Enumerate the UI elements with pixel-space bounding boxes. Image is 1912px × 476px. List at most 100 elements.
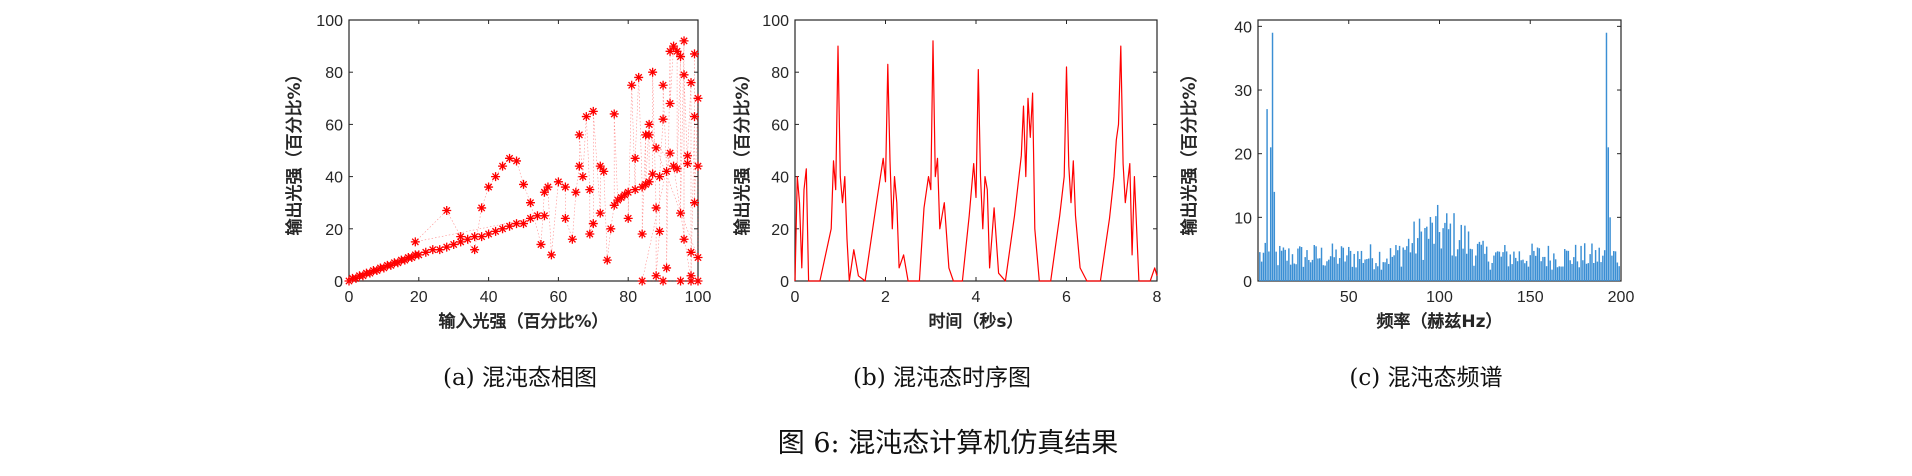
y-axis-label: 输出光强（百分比%）: [732, 65, 753, 235]
x-tick-label: 0: [345, 289, 354, 306]
y-tick-label: 10: [1234, 210, 1252, 227]
y-tick-label: 20: [771, 222, 789, 239]
spectrum-bar: [1380, 269, 1383, 281]
spectrum-bar: [1527, 266, 1530, 281]
spectrum-bar: [1585, 263, 1588, 281]
spectrum-bar: [1447, 229, 1450, 281]
spectrum-bar: [1580, 245, 1582, 281]
data-point: [428, 245, 438, 255]
spectrum-bar: [1525, 260, 1528, 281]
spectrum-bar: [1273, 191, 1276, 281]
spectrum-bar: [1587, 263, 1590, 281]
spectrum-bar: [1569, 260, 1571, 281]
spectrum-bar: [1562, 266, 1564, 281]
data-point: [414, 250, 424, 260]
data-point: [651, 143, 661, 153]
data-point: [410, 237, 420, 247]
spectrum-bar: [1598, 247, 1600, 281]
figure-caption: 图 6: 混沌态计算机仿真结果: [778, 428, 1118, 459]
spectrum-bar: [1344, 261, 1346, 281]
spectrum-bar: [1371, 258, 1374, 281]
spectrum-bar: [1542, 256, 1544, 281]
x-axis-label: 时间（秒s）: [928, 311, 1023, 332]
spectrum-bar: [1554, 259, 1557, 281]
spectrum-bar: [1449, 223, 1452, 281]
spectrum-bar: [1436, 204, 1439, 281]
data-point: [637, 229, 647, 239]
spectrum-bar: [1538, 248, 1541, 281]
spectrum-bar: [1467, 231, 1470, 281]
spectrum-bar: [1335, 249, 1337, 281]
spectrum-bar: [1360, 250, 1363, 281]
data-point: [686, 271, 696, 281]
spectrum-bar: [1529, 255, 1531, 281]
data-point: [484, 229, 494, 239]
spectrum-bar: [1567, 250, 1570, 281]
spectrum-bar: [1524, 263, 1526, 281]
subcaption-c: (c) 混沌态频谱: [1349, 365, 1502, 391]
spectrum-bar: [1513, 251, 1515, 281]
spectrum-bar: [1304, 257, 1306, 281]
data-point: [599, 166, 609, 176]
spectrum-bar: [1611, 255, 1613, 281]
spectrum-bar: [1318, 258, 1321, 281]
spectrum-bar: [1502, 252, 1504, 281]
spectrum-bar: [1576, 261, 1579, 281]
spectrum-bar: [1440, 248, 1443, 281]
spectrum-bar: [1520, 260, 1522, 281]
spectrum-bar: [1289, 264, 1292, 281]
data-point: [644, 130, 654, 140]
spectrum-bar: [1413, 221, 1415, 281]
spectrum-bar: [1427, 238, 1430, 281]
y-tick-label: 60: [325, 117, 343, 134]
data-point: [665, 148, 675, 158]
spectrum-bar: [1358, 259, 1361, 281]
y-tick-label: 80: [325, 65, 343, 82]
spectrum-bar: [1464, 225, 1466, 281]
data-point: [456, 232, 466, 242]
spectrum-bar: [1515, 257, 1517, 281]
data-point: [525, 198, 535, 208]
spectrum-bar: [1422, 259, 1424, 281]
spectrum-bar: [1545, 266, 1548, 281]
spectrum-bar: [1504, 245, 1506, 281]
time-series-line: [794, 40, 1158, 282]
data-point: [676, 208, 686, 218]
data-point: [585, 229, 595, 239]
data-point: [623, 187, 633, 197]
data-point: [669, 161, 679, 171]
spectrum-bar: [1369, 244, 1372, 281]
data-point: [693, 93, 703, 103]
data-point: [505, 221, 515, 231]
data-point: [578, 172, 588, 182]
spectrum-bar: [1329, 256, 1332, 281]
y-axis-label: 输出光强（百分比%）: [1179, 65, 1200, 235]
spectrum-bar: [1516, 261, 1519, 281]
spectrum-bar: [1493, 255, 1495, 281]
spectrum-bar: [1613, 251, 1615, 281]
spectrum-bar: [1594, 250, 1597, 281]
data-point: [655, 226, 665, 236]
spectrum-bar: [1583, 243, 1586, 281]
spectrum-bar: [1386, 258, 1388, 281]
data-point: [644, 119, 654, 129]
data-point: [637, 276, 647, 286]
data-point: [655, 172, 665, 182]
spectrum-bar: [1398, 245, 1401, 281]
data-point: [686, 78, 696, 88]
data-point: [525, 213, 535, 223]
spectrum-bar: [1551, 269, 1553, 281]
spectrum-bar: [1357, 251, 1359, 281]
data-point: [669, 41, 679, 51]
data-point: [519, 219, 528, 229]
spectrum-bar: [1564, 249, 1566, 281]
spectrum-bar: [1337, 263, 1339, 281]
data-point: [686, 276, 696, 286]
spectrum-bar: [1518, 251, 1521, 281]
spectrum-bar: [1315, 246, 1317, 281]
spectrum-bar: [1465, 253, 1468, 281]
data-point: [532, 211, 542, 221]
x-tick-label: 0: [791, 289, 800, 306]
spectrum-bar: [1407, 238, 1410, 281]
data-point: [609, 109, 619, 119]
